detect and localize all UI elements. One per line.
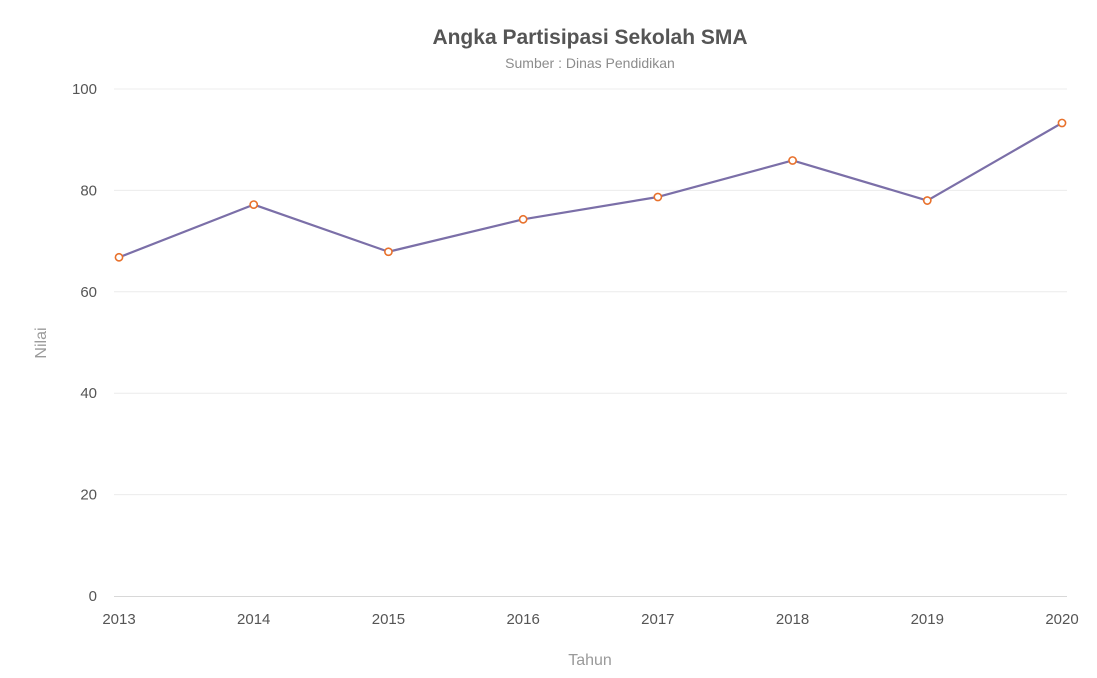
x-tick-label: 2019	[911, 611, 944, 628]
y-tick-label: 60	[80, 284, 97, 301]
data-point[interactable]	[1057, 118, 1067, 128]
x-axis-tick-labels: 2013 2014 2015 2016 2017 2018 2019 2020	[102, 611, 1078, 628]
y-tick-label: 20	[80, 487, 97, 504]
data-point[interactable]	[114, 252, 124, 262]
series-group	[114, 118, 1067, 262]
chart-subtitle: Sumber : Dinas Pendidikan	[505, 55, 675, 71]
y-axis-title: Nilai	[33, 327, 50, 358]
x-tick-label: 2014	[237, 611, 270, 628]
data-point[interactable]	[384, 247, 393, 257]
y-tick-label: 80	[80, 182, 97, 199]
x-tick-label: 2015	[372, 611, 405, 628]
data-point[interactable]	[788, 156, 797, 165]
y-tick-label: 100	[72, 81, 97, 98]
y-axis-tick-labels: 0 20 40 60 80 100	[72, 81, 97, 605]
x-tick-label: 2020	[1045, 611, 1078, 628]
x-tick-label: 2013	[102, 611, 135, 628]
y-tick-label: 0	[89, 588, 97, 605]
y-tick-label: 40	[80, 385, 97, 402]
data-point[interactable]	[249, 200, 259, 209]
x-tick-label: 2016	[506, 611, 539, 628]
x-tick-label: 2017	[641, 611, 674, 628]
chart-title: Angka Partisipasi Sekolah SMA	[432, 26, 747, 49]
grid-lines	[114, 88, 1067, 496]
data-point[interactable]	[653, 192, 663, 202]
data-point[interactable]	[922, 196, 932, 205]
data-point[interactable]	[518, 214, 528, 224]
x-axis-title: Tahun	[568, 652, 612, 669]
x-tick-label: 2018	[776, 611, 809, 628]
series-line	[118, 122, 1063, 259]
